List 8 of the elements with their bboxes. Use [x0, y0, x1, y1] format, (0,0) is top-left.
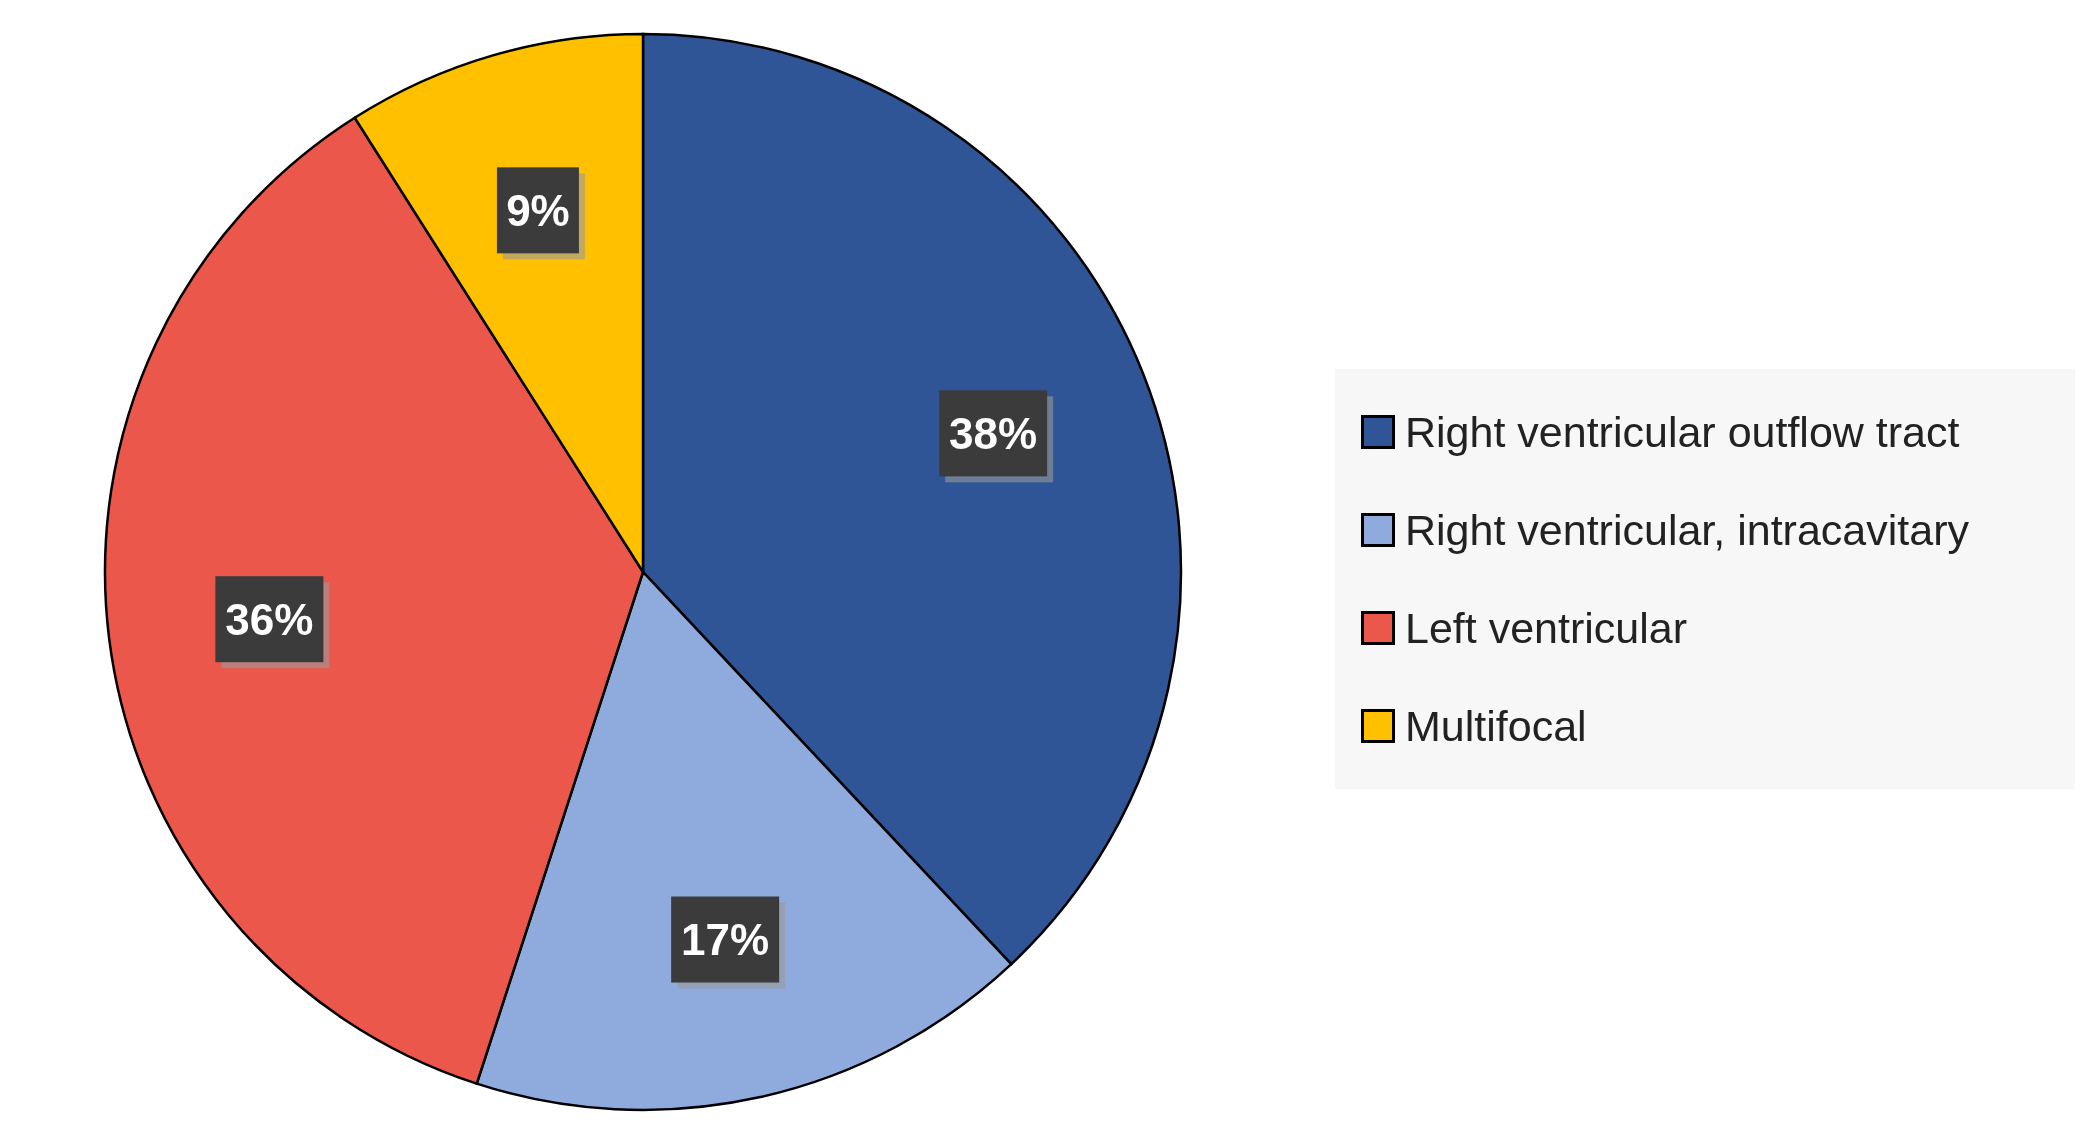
data-label: 36%: [225, 594, 314, 644]
legend-label: Left ventricular: [1405, 603, 1688, 653]
legend-label: Right ventricular outflow tract: [1405, 407, 1960, 457]
legend-label: Right ventricular, intracavitary: [1405, 505, 1969, 555]
data-label: 38%: [949, 408, 1038, 458]
data-label: 17%: [681, 915, 770, 965]
legend-label: Multifocal: [1405, 701, 1587, 751]
data-label: 9%: [506, 185, 570, 235]
